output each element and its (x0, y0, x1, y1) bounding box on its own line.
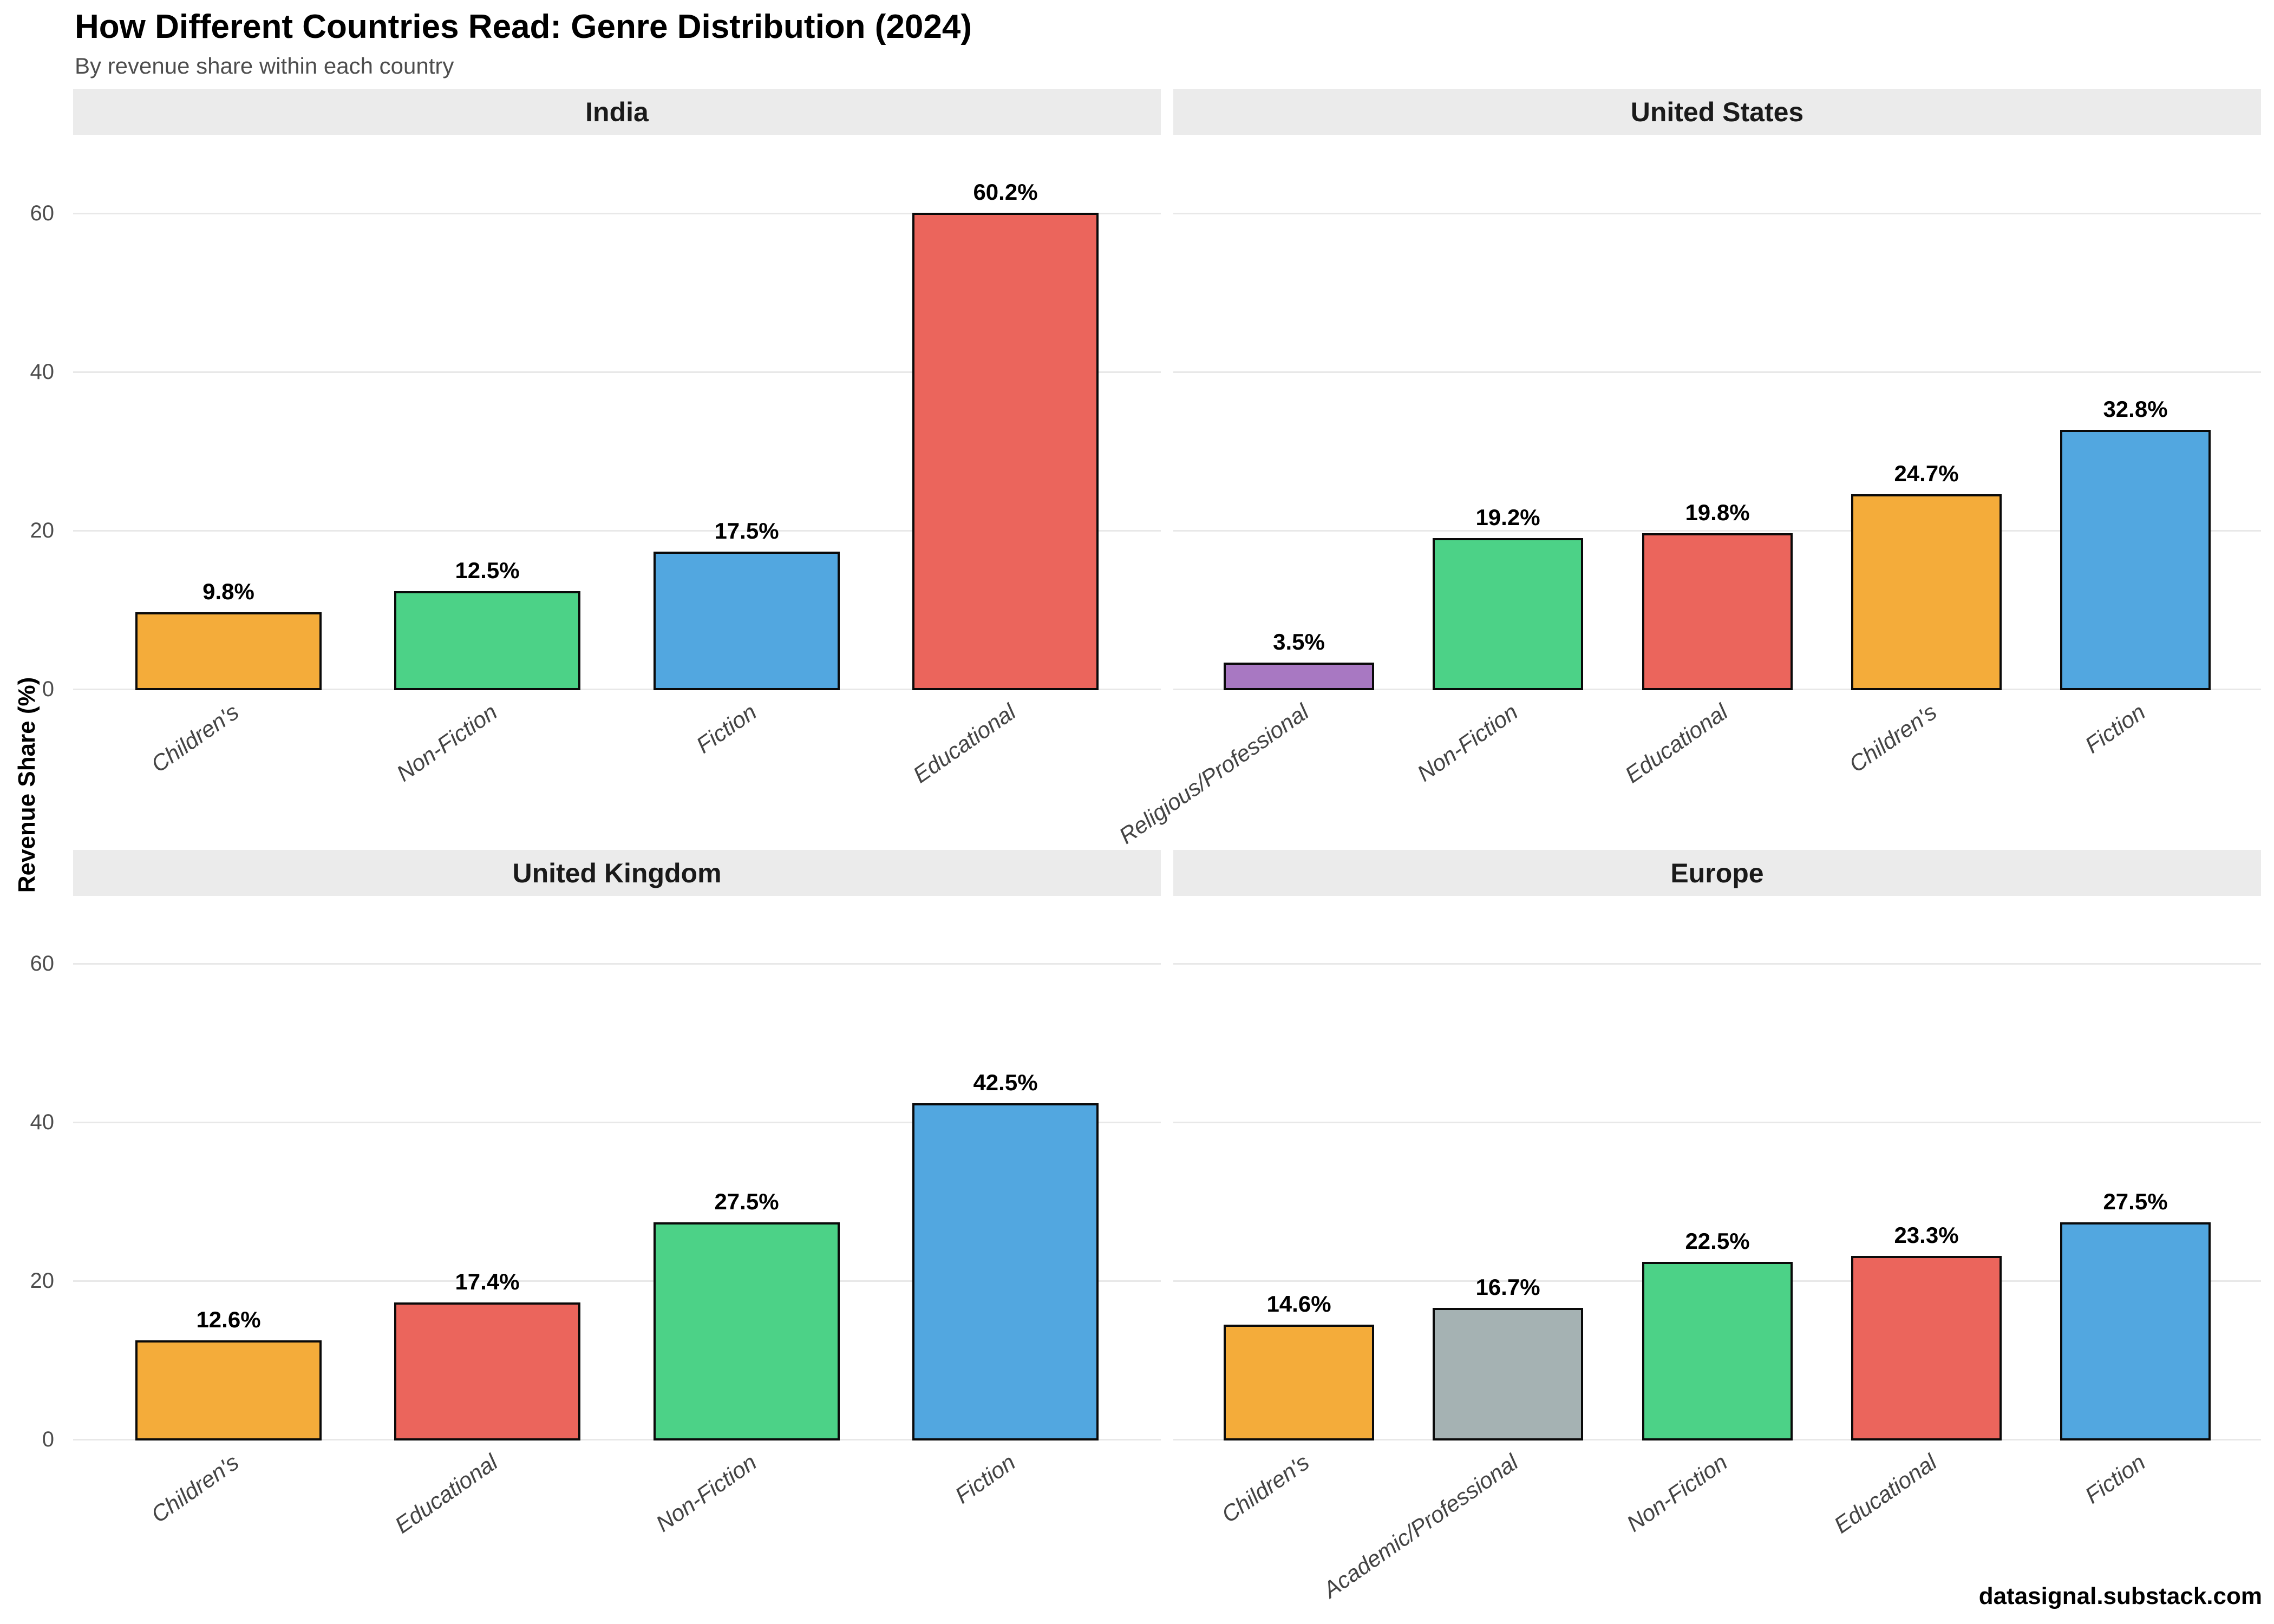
x-axis-category-label: Non-Fiction (651, 1449, 761, 1537)
x-axis-category-label: Educational (1829, 1449, 1941, 1538)
footer-credit: datasignal.substack.com (1978, 1583, 2262, 1609)
facet-strip: Europe (1173, 850, 2261, 896)
y-tick-label: 0 (42, 677, 54, 701)
facet-title: India (585, 96, 649, 127)
x-axis-category-label: Children's (146, 1449, 243, 1528)
x-axis-category-label: Educational (908, 699, 1020, 788)
x-axis-category-label: Children's (1217, 1449, 1314, 1528)
facet-strip: United States (1173, 89, 2261, 135)
gridline (73, 1439, 1161, 1440)
x-axis-category-label: Educational (1620, 699, 1732, 788)
gridline (1173, 530, 2261, 532)
x-axis-labels: Children's Educational Non-Fiction Fiction (73, 1440, 1161, 1570)
plot-area: 14.6% 16.7% 22.5% 23.3% 27.5% (1173, 896, 2261, 1440)
gridline (73, 371, 1161, 373)
bar (1851, 494, 2002, 690)
facet-strip: India (73, 89, 1161, 135)
x-axis-labels: Children's Academic/Professional Non-Ficti… (1173, 1440, 2261, 1603)
facet-panel-europe: Europe 14.6% 16.7% 22.5% 23.3% 27.5% Childre… (1173, 850, 2261, 1603)
bar-value-label: 3.5% (1273, 629, 1325, 654)
gridline (73, 963, 1161, 965)
x-axis-category-label: Children's (1844, 699, 1941, 777)
bar (1851, 1256, 2002, 1440)
bar (1642, 533, 1793, 690)
y-tick-label: 0 (42, 1427, 54, 1451)
gridline (1173, 371, 2261, 373)
bar-value-label: 27.5% (714, 1189, 779, 1214)
x-axis-category-label: Non-Fiction (392, 699, 502, 787)
bar-value-label: 42.5% (973, 1070, 1038, 1095)
x-axis-category-label: Non-Fiction (1413, 699, 1522, 787)
facet-title: Europe (1670, 857, 1764, 888)
x-axis-category-label: Fiction (2080, 1449, 2150, 1509)
bar (912, 213, 1099, 690)
gridline (1173, 963, 2261, 965)
gridline (1173, 213, 2261, 214)
bar-value-label: 14.6% (1266, 1291, 1331, 1317)
bar-value-label: 27.5% (2103, 1189, 2168, 1214)
facet-panel-united-states: United States 3.5% 19.2% 19.8% 24.7% 32.8% R… (1115, 89, 2261, 850)
facet-panel-india: India 0 20 40 60 9.8% 12.5% 17.5% 60.2% Childre… (30, 89, 1161, 850)
bar (394, 591, 580, 690)
bar (2060, 1222, 2211, 1440)
bar-value-label: 22.5% (1685, 1228, 1750, 1254)
gridline (73, 1280, 1161, 1282)
plot-area: 3.5% 19.2% 19.8% 24.7% 32.8% (1173, 135, 2261, 690)
bar-value-label: 23.3% (1894, 1222, 1959, 1248)
facet-strip: United Kingdom (73, 850, 1161, 896)
y-tick-label: 60 (30, 952, 55, 975)
bar (135, 1340, 322, 1440)
bar (654, 552, 840, 690)
bar-value-label: 12.6% (196, 1307, 261, 1332)
plot-area: 0 20 40 60 12.6% 17.4% 27.5% 42.5% (30, 896, 1161, 1450)
y-tick-label: 20 (30, 519, 55, 542)
bar-value-label: 17.5% (714, 518, 779, 543)
facet-panel-united-kingdom: United Kingdom 0 20 40 60 12.6% 17.4% 27.5% 42.… (30, 850, 1161, 1570)
facet-title: United Kingdom (512, 857, 722, 888)
y-tick-label: 40 (30, 1110, 55, 1134)
gridline (73, 530, 1161, 532)
plot-area: 0 20 40 60 9.8% 12.5% 17.5% 60.2% (30, 135, 1161, 700)
bar (654, 1222, 840, 1440)
bar-value-label: 12.5% (455, 558, 520, 583)
chart-subtitle: By revenue share within each country (75, 53, 454, 78)
x-axis-labels: Religious/Professional Non-Fiction Educati… (1115, 690, 2261, 850)
y-tick-label: 60 (30, 201, 55, 225)
bar-value-label: 60.2% (973, 179, 1038, 205)
x-axis-category-label: Non-Fiction (1622, 1449, 1732, 1537)
bar (1224, 663, 1374, 690)
x-axis-category-label: Fiction (2080, 699, 2150, 758)
y-tick-label: 40 (30, 360, 55, 384)
y-tick-label: 20 (30, 1269, 55, 1293)
bar (912, 1103, 1099, 1440)
bar (2060, 430, 2211, 690)
gridline (1173, 1122, 2261, 1123)
x-axis-category-label: Fiction (691, 699, 761, 758)
x-axis-category-label: Children's (146, 699, 243, 777)
gridline (73, 1122, 1161, 1123)
bar (1433, 1308, 1583, 1440)
bar-value-label: 32.8% (2103, 396, 2168, 422)
gridline (73, 213, 1161, 214)
bar (394, 1302, 580, 1440)
bar-value-label: 19.2% (1475, 505, 1540, 530)
bar (135, 612, 322, 690)
facet-title: United States (1630, 96, 1804, 127)
bar-value-label: 9.8% (202, 579, 254, 604)
bar-value-label: 17.4% (455, 1269, 520, 1294)
bar (1224, 1325, 1374, 1440)
y-axis-title: Revenue Share (%) (14, 677, 40, 893)
bar-value-label: 19.8% (1685, 500, 1750, 525)
x-axis-labels: Children's Non-Fiction Fiction Educational (73, 690, 1161, 850)
x-axis-category-label: Educational (390, 1449, 502, 1538)
bar (1642, 1262, 1793, 1440)
bar (1433, 538, 1583, 690)
x-axis-category-label: Academic/Professional (1318, 1449, 1522, 1603)
gridline (73, 689, 1161, 690)
bar-value-label: 16.7% (1475, 1274, 1540, 1300)
x-axis-category-label: Fiction (950, 1449, 1020, 1509)
chart-title: How Different Countries Read: Genre Dist… (75, 8, 972, 45)
bar-value-label: 24.7% (1894, 461, 1959, 486)
